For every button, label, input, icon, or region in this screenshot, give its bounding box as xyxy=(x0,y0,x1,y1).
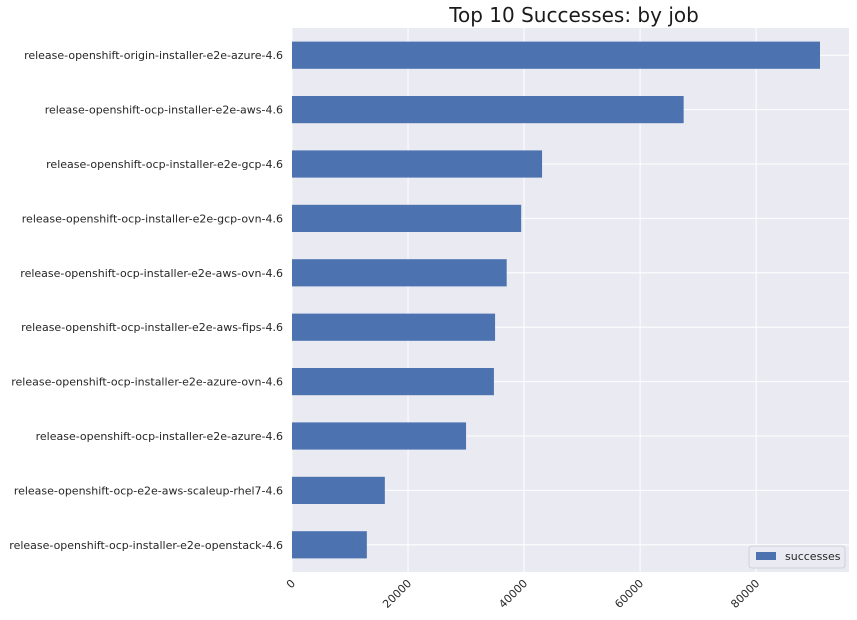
x-axis-labels: 0 20000 40000 60000 80000 xyxy=(284,577,762,611)
y-tick-label: release-openshift-ocp-installer-e2e-azur… xyxy=(11,376,283,389)
y-tick-label: release-openshift-ocp-e2e-aws-scaleup-rh… xyxy=(14,484,283,497)
bar xyxy=(292,476,385,504)
bar xyxy=(292,313,496,341)
bar xyxy=(292,96,684,124)
y-tick-label: release-openshift-ocp-installer-e2e-azur… xyxy=(36,430,283,443)
x-tick-label: 80000 xyxy=(728,577,762,611)
bar xyxy=(292,41,820,69)
legend-swatch xyxy=(756,552,776,560)
y-tick-label: release-openshift-ocp-installer-e2e-gcp-… xyxy=(46,158,283,171)
y-tick-label: release-openshift-ocp-installer-e2e-open… xyxy=(9,539,283,552)
y-tick-label: release-openshift-ocp-installer-e2e-gcp-… xyxy=(22,212,283,225)
bar xyxy=(292,150,543,178)
bar xyxy=(292,422,467,450)
y-tick-label: release-openshift-ocp-installer-e2e-aws-… xyxy=(45,104,283,117)
y-axis-labels: release-openshift-origin-installer-e2e-a… xyxy=(9,49,283,552)
bar xyxy=(292,204,522,232)
x-tick-label: 20000 xyxy=(380,577,414,611)
legend-box xyxy=(748,545,846,569)
legend: successes xyxy=(748,545,846,569)
legend-label: successes xyxy=(785,550,841,563)
y-tick-label: release-openshift-origin-installer-e2e-a… xyxy=(24,49,283,62)
x-tick-label: 60000 xyxy=(612,577,646,611)
bars xyxy=(292,41,820,559)
bar xyxy=(292,259,507,287)
y-tick-label: release-openshift-ocp-installer-e2e-aws-… xyxy=(20,267,283,280)
x-tick-label: 40000 xyxy=(496,577,530,611)
x-tick-label: 0 xyxy=(284,577,298,591)
bar xyxy=(292,531,367,559)
bar xyxy=(292,368,494,396)
chart-title: Top 10 Successes: by job xyxy=(448,3,699,27)
y-tick-label: release-openshift-ocp-installer-e2e-aws-… xyxy=(21,321,283,334)
